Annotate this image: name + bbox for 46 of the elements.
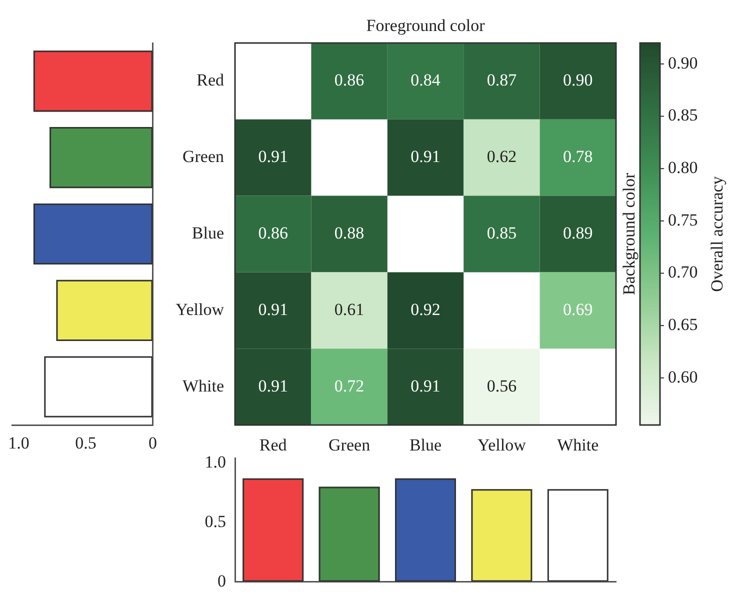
y-axis-title: Background color [619,172,638,296]
y-tick-label: Blue [192,223,224,242]
x-tick-label: 0 [148,434,157,453]
data-label: 0.86 [258,223,288,242]
data-label: 0.91 [258,300,288,319]
color-bar-label: 0.60 [668,367,698,386]
y-tick-label: White [182,376,224,396]
data-label: 0.91 [410,376,440,396]
data-label: 0.84 [410,70,441,90]
data-label: 0.87 [486,70,518,90]
data-label: 0.90 [563,70,593,90]
x-tick-label: Red [259,436,288,455]
data-label: 0.85 [486,223,517,242]
data-label: 0.78 [563,147,593,166]
y-tick-label: Green [182,147,224,166]
data-label: 0.56 [486,376,517,396]
x-tick-label: 0.5 [75,434,96,453]
data-label: 0.89 [563,223,593,242]
data-label: 0.86 [334,70,364,90]
x-tick-label: Green [328,436,371,455]
data-label: 0.91 [410,147,440,166]
x-tick-label: Yellow [478,436,527,455]
x-tick-label: White [557,436,599,455]
data-label: 0.72 [334,376,364,396]
data-label: 0.91 [258,147,288,166]
data-label: 0.61 [334,300,364,319]
y-tick-label: 0 [218,571,226,590]
color-bar-label: 0.75 [668,210,698,230]
data-label: 0.69 [563,300,593,319]
y-tick-label: 1.0 [204,452,226,472]
color-bar-label: 0.65 [668,315,698,334]
data-label: 0.88 [334,223,364,242]
color-bar-label: 0.80 [668,158,698,178]
data-label: 0.92 [410,300,440,319]
color-bar-title: Overall accuracy [707,176,726,292]
x-axis-title: Foreground color [366,16,486,35]
color-bar-label: 0.90 [668,53,698,72]
x-tick-label: Blue [409,436,442,455]
color-bar-label: 0.85 [668,106,698,125]
y-tick-label: 0.5 [204,512,226,531]
y-tick-label: Yellow [176,300,225,319]
x-tick-label: 1.0 [8,434,30,453]
data-label: 0.62 [486,147,517,166]
y-tick-label: Red [196,70,224,90]
color-bar-label: 0.70 [668,262,698,282]
data-label: 0.91 [258,376,288,396]
